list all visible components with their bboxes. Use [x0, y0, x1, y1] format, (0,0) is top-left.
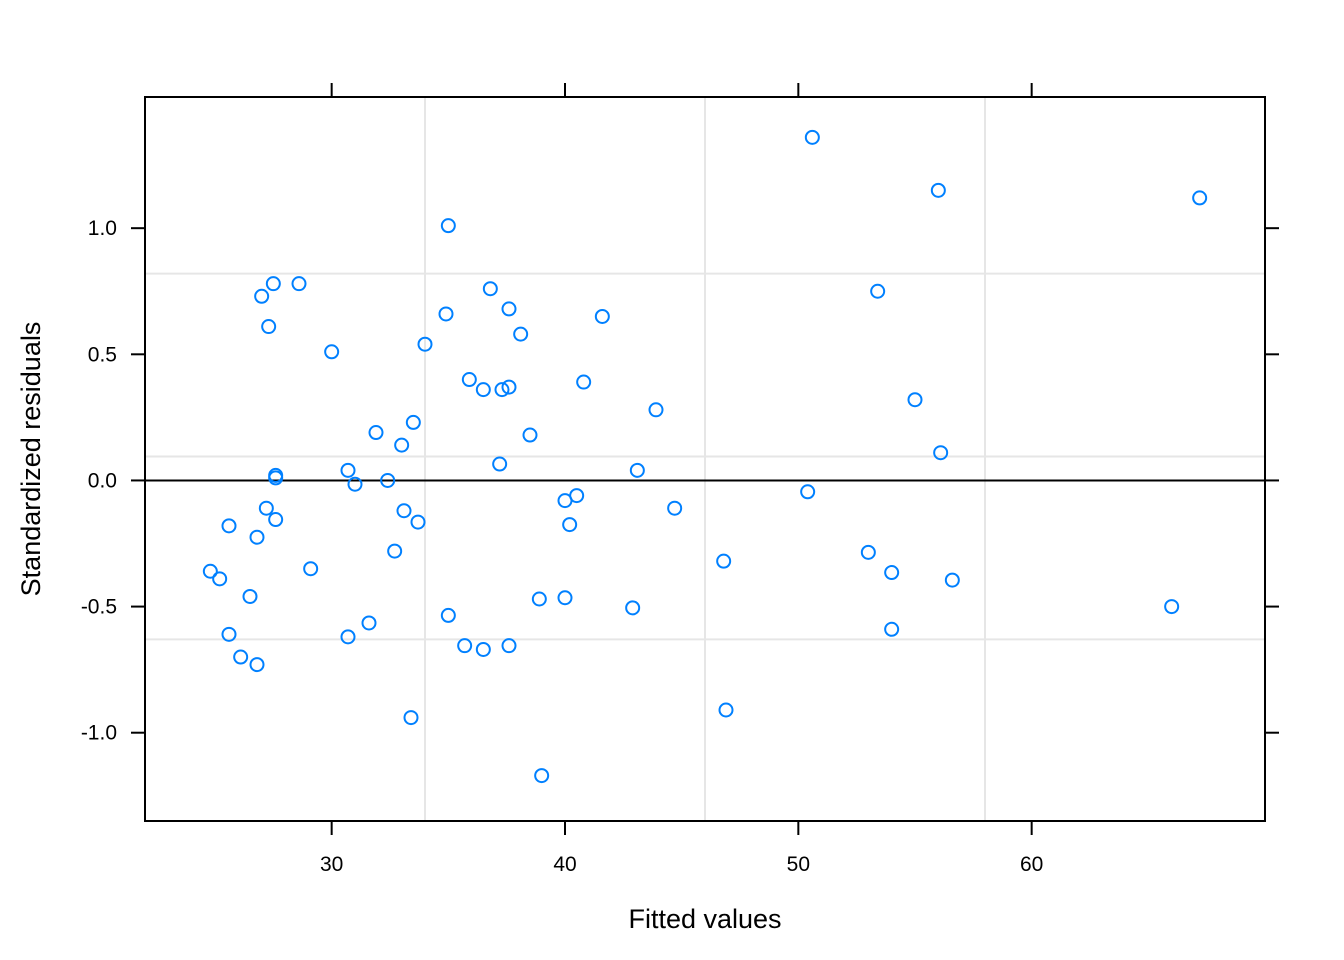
x-tick-label: 60	[1020, 853, 1043, 876]
data-point	[249, 529, 265, 545]
data-point	[625, 600, 641, 616]
data-point	[501, 638, 517, 654]
data-point	[501, 379, 517, 395]
data-point	[303, 561, 319, 577]
data-point	[1164, 599, 1180, 615]
data-point	[475, 382, 491, 398]
data-point	[242, 588, 258, 604]
data-point	[884, 565, 900, 581]
data-point	[648, 402, 664, 418]
data-point	[361, 615, 377, 631]
data-point	[233, 649, 249, 665]
data-point	[718, 702, 734, 718]
y-tick-label: -1.0	[81, 722, 117, 745]
data-point	[380, 472, 396, 488]
data-point	[387, 543, 403, 559]
data-point	[629, 462, 645, 478]
data-point	[254, 288, 270, 304]
data-point	[930, 182, 946, 198]
data-point	[800, 484, 816, 500]
data-point	[221, 518, 237, 534]
data-point	[944, 572, 960, 588]
data-point	[438, 306, 454, 322]
data-point	[870, 283, 886, 299]
grid-lines	[145, 97, 1265, 821]
x-tick-label: 50	[787, 853, 810, 876]
data-point	[410, 514, 426, 530]
data-point	[804, 129, 820, 145]
data-point	[501, 301, 517, 317]
data-point	[557, 493, 573, 509]
data-point	[405, 414, 421, 430]
data-point	[534, 768, 550, 784]
data-point	[347, 476, 363, 492]
y-tick-label: 0.5	[88, 343, 117, 366]
data-point	[1192, 190, 1208, 206]
data-point	[494, 382, 510, 398]
data-point	[667, 500, 683, 516]
data-point	[522, 427, 538, 443]
data-point	[403, 710, 419, 726]
data-point	[440, 218, 456, 234]
y-tick-label: 1.0	[88, 217, 117, 240]
data-point	[265, 276, 281, 292]
data-point	[324, 344, 340, 360]
data-point	[291, 276, 307, 292]
data-point	[594, 308, 610, 324]
data-point	[576, 374, 592, 390]
data-points	[202, 129, 1208, 784]
data-point	[557, 590, 573, 606]
data-point	[482, 281, 498, 297]
data-point	[562, 517, 578, 533]
y-tick-label: -0.5	[81, 596, 117, 619]
data-point	[461, 372, 477, 388]
data-point	[394, 437, 410, 453]
data-point	[368, 425, 384, 441]
data-point	[417, 336, 433, 352]
data-point	[907, 392, 923, 408]
data-point	[258, 500, 274, 516]
data-point	[716, 553, 732, 569]
data-point	[513, 326, 529, 342]
data-point	[202, 563, 218, 579]
plot-panel-border	[144, 96, 1266, 822]
data-point	[268, 512, 284, 528]
data-point	[340, 629, 356, 645]
data-point	[492, 456, 508, 472]
data-point	[268, 470, 284, 486]
axis-ticks: 30 40 50 60 -1.0 -0.5 0.0 0.5 1.0	[81, 83, 1279, 876]
data-point	[212, 571, 228, 587]
data-point	[933, 445, 949, 461]
data-point	[860, 544, 876, 560]
data-point	[249, 657, 265, 673]
data-point	[457, 638, 473, 654]
data-point	[261, 319, 277, 335]
x-tick-label: 30	[320, 853, 343, 876]
data-point	[221, 626, 237, 642]
data-point	[531, 591, 547, 607]
x-axis-title: Fitted values	[628, 904, 781, 934]
data-point	[475, 641, 491, 657]
x-tick-label: 40	[553, 853, 576, 876]
data-point	[884, 621, 900, 637]
data-point	[396, 503, 412, 519]
data-point	[440, 607, 456, 623]
data-point	[340, 462, 356, 478]
y-tick-label: 0.0	[88, 469, 117, 492]
y-axis-title: Standardized residuals	[16, 322, 46, 597]
